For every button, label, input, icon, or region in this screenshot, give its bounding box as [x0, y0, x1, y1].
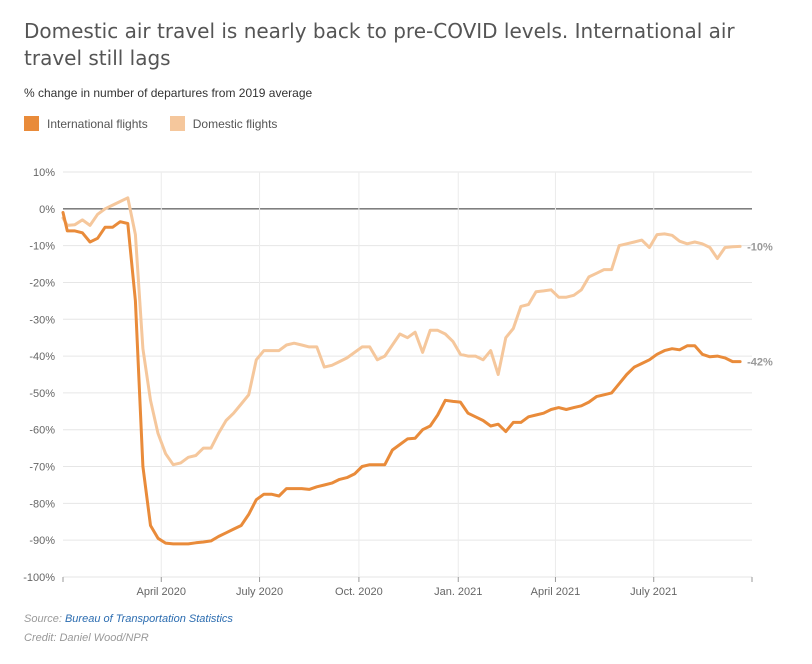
chart-subtitle: % change in number of departures from 20… — [24, 86, 313, 100]
source-link[interactable]: Bureau of Transportation Statistics — [64, 613, 233, 625]
y-tick-label: -30% — [29, 314, 55, 326]
end-label-domestic: -10% — [747, 241, 773, 253]
legend-swatch-international — [24, 116, 39, 131]
x-tick-label: April 2020 — [137, 586, 187, 598]
x-tick-label: July 2020 — [236, 586, 283, 598]
source-prefix: Source: — [24, 613, 65, 625]
y-tick-label: 0% — [39, 204, 55, 216]
y-tick-label: 10% — [33, 167, 55, 179]
y-tick-label: -20% — [29, 277, 55, 289]
y-tick-label: -60% — [29, 425, 55, 437]
series-line-international — [61, 211, 742, 546]
x-tick-label: Oct. 2020 — [335, 586, 383, 598]
chart-title: Domestic air travel is nearly back to pr… — [24, 19, 735, 70]
series-line-domestic — [61, 196, 742, 467]
y-tick-label: -10% — [29, 241, 55, 253]
legend-label-domestic: Domestic flights — [192, 116, 278, 131]
source-note: Source: Bureau of Transportation Statist… — [24, 613, 233, 625]
x-tick-label: July 2021 — [630, 586, 677, 598]
chart-legend: International flights Domestic flights — [24, 116, 299, 131]
legend-item-domestic: Domestic flights — [169, 116, 278, 131]
line-chart: 10% 0% -10% -20% -30% -40% -50% -60% -70% -80% -90… — [23, 167, 773, 598]
y-tick-label: -100% — [23, 572, 55, 584]
y-tick-label: -90% — [29, 535, 55, 547]
legend-item-international: International flights — [24, 116, 148, 131]
legend-label-international: International flights — [47, 116, 148, 131]
credit-note: Credit: Daniel Wood/NPR — [24, 632, 149, 644]
y-tick-label: -50% — [29, 388, 55, 400]
end-label-international: -42% — [747, 357, 773, 369]
legend-swatch-domestic — [169, 116, 185, 131]
y-tick-label: -80% — [29, 498, 55, 510]
x-tick-label: April 2021 — [531, 586, 581, 598]
y-tick-label: -70% — [29, 462, 55, 474]
x-tick-label: Jan. 2021 — [434, 586, 482, 598]
y-tick-label: -40% — [29, 351, 55, 363]
